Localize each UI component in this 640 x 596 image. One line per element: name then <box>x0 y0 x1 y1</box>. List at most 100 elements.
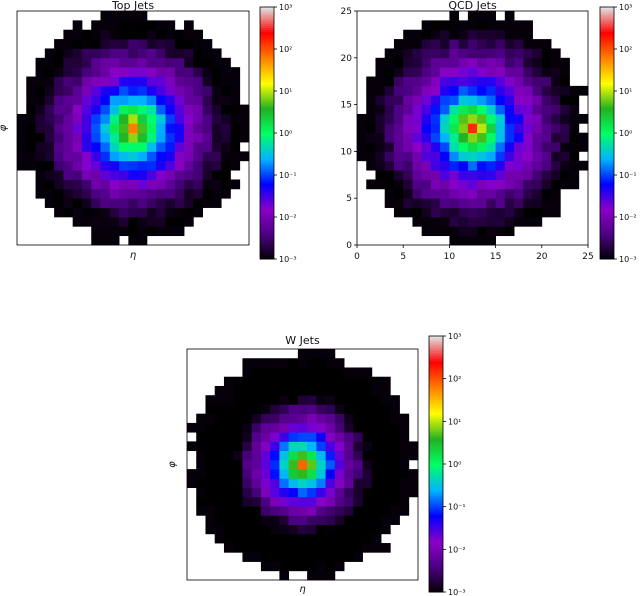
heatmap-cell <box>334 385 345 396</box>
heatmap-cell <box>316 469 326 479</box>
heatmap-cell <box>316 395 326 405</box>
colorbar-segment <box>260 59 274 63</box>
colorbar-segment <box>260 57 274 60</box>
heatmap-cell <box>514 113 524 124</box>
heatmap-cell <box>223 496 234 507</box>
heatmap-cell <box>366 85 376 96</box>
heatmap-cell <box>477 113 487 124</box>
heatmap-cell <box>307 506 317 516</box>
heatmap-cell <box>371 515 382 525</box>
heatmap-cell <box>458 113 469 124</box>
heatmap-cell <box>569 123 580 134</box>
heatmap-cell <box>384 179 395 190</box>
heatmap-cell <box>63 198 74 208</box>
heatmap-cell <box>35 188 46 199</box>
colorbar-segment <box>429 577 443 580</box>
heatmap-cell <box>205 413 216 424</box>
heatmap-cell <box>270 506 280 516</box>
heatmap-cell <box>514 29 524 40</box>
heatmap-cell <box>307 487 317 498</box>
heatmap-cell <box>72 39 83 49</box>
heatmap-cell <box>362 506 373 516</box>
colorbar-segment <box>260 53 274 56</box>
heatmap-cell <box>353 413 363 424</box>
heatmap-cell <box>362 478 373 488</box>
colorbar-segment <box>260 105 274 109</box>
colorbar-segment <box>260 34 274 37</box>
heatmap-cell <box>119 142 129 152</box>
heatmap-cell <box>202 188 213 199</box>
heatmap-cell <box>119 76 129 87</box>
heatmap-cell <box>449 20 460 31</box>
heatmap-cell <box>137 170 148 180</box>
heatmap-cell <box>560 67 570 77</box>
heatmap-cell <box>569 104 580 115</box>
colorbar-segment <box>429 361 443 365</box>
heatmap-cell <box>174 76 185 87</box>
heatmap-cell <box>458 132 469 143</box>
heatmap-cell <box>467 104 478 115</box>
heatmap-cell <box>440 188 450 199</box>
colorbar-segment <box>600 198 614 201</box>
heatmap-cell <box>316 478 326 488</box>
heatmap-cell <box>390 496 400 507</box>
heatmap-cell <box>486 170 496 180</box>
heatmap-cell <box>458 142 469 152</box>
heatmap-cell <box>399 450 410 461</box>
heatmap-cell <box>390 459 400 470</box>
heatmap-cell <box>72 95 83 105</box>
heatmap-cell <box>449 67 460 77</box>
heatmap-cell <box>390 422 400 433</box>
heatmap-cell <box>184 132 194 143</box>
colorbar-segment <box>429 461 443 465</box>
heatmap-cell <box>353 524 363 535</box>
heatmap-cell <box>221 104 231 115</box>
heatmap-cell <box>412 39 423 49</box>
heatmap-cell <box>421 188 432 199</box>
heatmap-cell <box>316 385 326 396</box>
colorbar-segment <box>260 151 274 155</box>
colorbar-segment <box>260 196 274 199</box>
heatmap-cell <box>399 506 410 516</box>
colorbar-segment <box>260 147 274 151</box>
heatmap-cell <box>233 524 243 535</box>
heatmap-cell <box>353 441 363 452</box>
heatmap-cell <box>384 188 395 199</box>
heatmap-cell <box>381 395 391 405</box>
heatmap-cell <box>211 67 222 77</box>
heatmap-cell <box>63 95 74 105</box>
heatmap-cell <box>260 552 271 562</box>
heatmap-cell <box>307 561 317 572</box>
colorbar-segment <box>600 187 614 191</box>
heatmap-cell <box>381 376 391 387</box>
colorbar-segment <box>260 72 274 75</box>
heatmap-cell <box>230 95 241 105</box>
heatmap-cell <box>128 123 139 134</box>
heatmap-cell <box>393 179 404 190</box>
heatmap-cell <box>514 132 524 143</box>
heatmap-cell <box>384 67 395 77</box>
heatmap-cell <box>440 48 450 59</box>
heatmap-cell <box>146 48 157 59</box>
colorbar-segment <box>429 551 443 555</box>
heatmap-cell <box>362 367 373 378</box>
heatmap-cell <box>403 29 413 40</box>
colorbar-segment <box>600 154 614 157</box>
colorbar-segment <box>600 212 614 216</box>
y-tick-label: 25 <box>341 7 352 17</box>
heatmap-cell <box>477 188 487 199</box>
heatmap-cell <box>91 67 101 77</box>
heatmap-cell <box>174 39 185 49</box>
heatmap-cell <box>297 395 308 405</box>
heatmap-cell <box>184 170 194 180</box>
heatmap-cell <box>137 216 148 227</box>
colorbar-segment <box>260 25 274 29</box>
heatmap-cell <box>72 179 83 190</box>
heatmap-cell <box>100 113 111 124</box>
heatmap-cell <box>297 367 308 378</box>
colorbar-segment <box>429 423 443 427</box>
heatmap-cell <box>440 39 450 49</box>
heatmap-cell <box>193 39 203 49</box>
colorbar-segment <box>429 376 443 380</box>
